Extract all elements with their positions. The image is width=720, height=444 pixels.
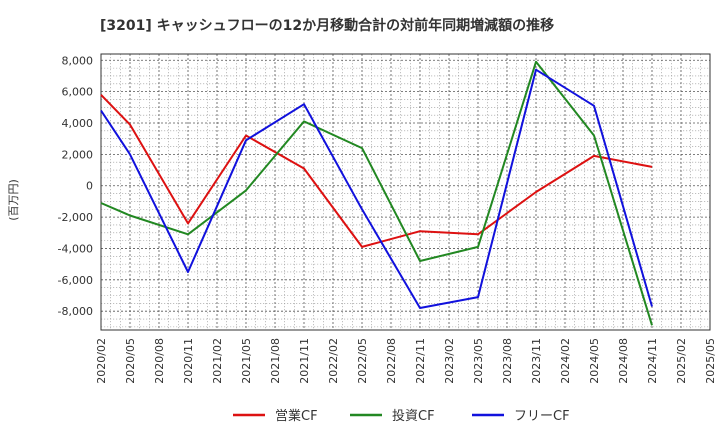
x-tick-label: 2020/05 <box>124 338 137 384</box>
y-tick-label: -4,000 <box>58 242 93 255</box>
x-tick-label: 2024/11 <box>646 338 659 384</box>
x-tick-label: 2020/08 <box>153 338 166 384</box>
y-tick-label: 4,000 <box>62 117 94 130</box>
chart-title: [3201] キャッシュフローの12か月移動合計の対前年同期増減額の推移 <box>100 17 554 34</box>
x-tick-label: 2023/08 <box>501 338 514 384</box>
axes: 8,000 6,000 4,000 2,000 0 -2,000 -4,000 -6,000 -… <box>58 53 717 384</box>
x-tick-label: 2021/02 <box>211 338 224 384</box>
legend-label: フリーCF <box>514 409 570 424</box>
x-tick-label: 2025/02 <box>675 338 688 384</box>
y-tick-label: 2,000 <box>62 148 94 161</box>
series-line <box>100 60 653 326</box>
legend-item: フリーCF <box>472 409 570 424</box>
x-tick-label: 2021/05 <box>240 338 253 384</box>
legend-label: 投資CF <box>392 408 435 424</box>
x-tick-label: 2024/02 <box>559 338 572 384</box>
legend: 営業CF 投資CF フリーCF <box>233 408 570 424</box>
y-tick-label: 0 <box>86 180 93 193</box>
y-axis-label: (百万円) <box>7 179 20 221</box>
y-tick-label: 6,000 <box>62 86 94 99</box>
x-tick-label: 2025/05 <box>704 338 717 384</box>
legend-item: 営業CF <box>233 408 318 424</box>
x-tick-label: 2022/11 <box>414 338 427 384</box>
legend-item: 投資CF <box>350 408 435 424</box>
x-tick-label: 2024/05 <box>588 338 601 384</box>
x-tick-label: 2023/11 <box>530 338 543 384</box>
x-tick-label: 2020/02 <box>95 338 108 384</box>
x-tick-label: 2023/02 <box>443 338 456 384</box>
plot-frame <box>100 53 711 331</box>
x-tick-label: 2024/08 <box>617 338 630 384</box>
x-tick-label: 2021/08 <box>269 338 282 384</box>
x-tick-label: 2022/05 <box>356 338 369 384</box>
y-tick-label: -2,000 <box>58 211 93 224</box>
legend-label: 営業CF <box>275 408 318 424</box>
x-tick-label: 2021/11 <box>298 338 311 384</box>
x-tick-label: 2020/11 <box>182 338 195 384</box>
x-tick-label: 2022/08 <box>385 338 398 384</box>
x-tick-label: 2022/02 <box>327 338 340 384</box>
y-tick-label: -8,000 <box>58 305 93 318</box>
series-line <box>100 94 653 248</box>
x-tick-label: 2023/05 <box>472 338 485 384</box>
series-line <box>100 68 653 309</box>
y-tick-label: -6,000 <box>58 274 93 287</box>
series-lines <box>100 60 653 326</box>
y-tick-label: 8,000 <box>62 54 94 67</box>
